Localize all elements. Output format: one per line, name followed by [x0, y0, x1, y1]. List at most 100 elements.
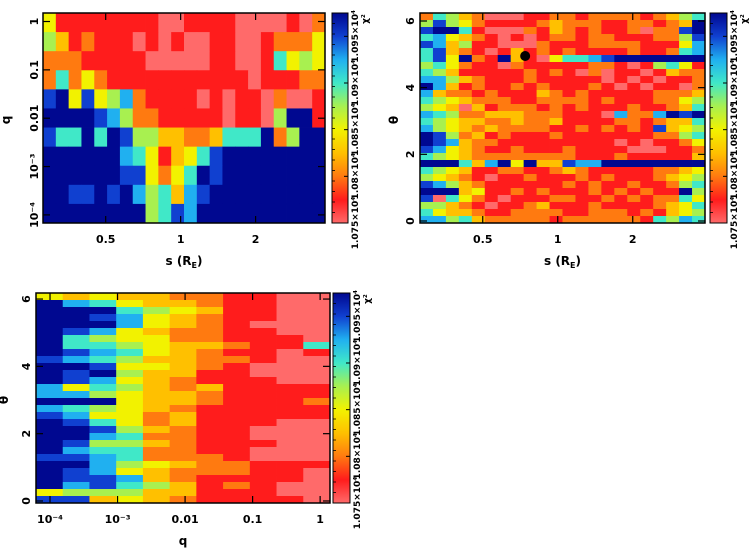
heatmap-cell — [445, 34, 460, 42]
colorbar-tick-label: 1.085×10⁴ — [351, 103, 361, 156]
heatmap-cell — [62, 419, 90, 427]
heatmap-cell — [679, 181, 693, 189]
heatmap-panel-3: 10⁻⁴10⁻³0.010.110246qθ1.075×10⁴1.08×10⁴1… — [0, 290, 373, 548]
heatmap-cell — [445, 139, 460, 147]
heatmap-cell — [276, 496, 304, 504]
heatmap-cell — [497, 55, 512, 63]
heatmap-cell — [169, 468, 197, 476]
heatmap-cell — [679, 118, 693, 126]
colorbar-tick-label: 1.08×10⁴ — [353, 433, 363, 479]
heatmap-cell — [510, 181, 525, 189]
heatmap-cell — [248, 89, 262, 109]
heatmap-cell — [62, 496, 90, 504]
heatmap-cell — [497, 20, 512, 28]
heatmap-cell — [601, 27, 615, 35]
heatmap-cell — [223, 370, 251, 378]
heatmap-cell — [640, 209, 654, 217]
heatmap-cell — [303, 328, 331, 336]
heatmap-cell — [666, 90, 680, 98]
heatmap-cell — [116, 377, 144, 385]
heatmap-cell — [484, 188, 499, 196]
heatmap-cell — [158, 165, 172, 186]
heatmap-cell — [640, 195, 654, 203]
heatmap-cell — [536, 118, 550, 126]
heatmap-cell — [36, 391, 64, 399]
heatmap-cell — [562, 174, 576, 182]
heatmap-cell — [312, 127, 326, 148]
heatmap-cell — [614, 160, 628, 168]
heatmap-cell — [601, 160, 615, 168]
heatmap-cell — [303, 398, 331, 406]
x-tick-label: 10⁻³ — [105, 513, 131, 526]
heatmap-cell — [249, 314, 277, 322]
heatmap-cell — [89, 342, 117, 350]
heatmap-cell — [249, 433, 277, 441]
heatmap-cell — [471, 13, 486, 21]
heatmap-cell — [36, 328, 64, 336]
heatmap-cell — [196, 370, 224, 378]
heatmap-cell — [653, 153, 667, 161]
best-fit-marker — [520, 51, 531, 61]
heatmap-cell — [445, 195, 460, 203]
heatmap-cell — [471, 181, 486, 189]
heatmap-cell — [303, 496, 331, 504]
heatmap-cell — [432, 34, 447, 42]
heatmap-cell — [484, 34, 499, 42]
heatmap-cell — [666, 111, 680, 119]
heatmap-cell — [445, 90, 460, 98]
heatmap-cell — [666, 160, 680, 168]
heatmap-cell — [299, 108, 313, 128]
heatmap-cell — [273, 89, 287, 109]
heatmap-cell — [653, 76, 667, 84]
heatmap-cell — [62, 454, 90, 462]
heatmap-cell — [640, 62, 654, 70]
heatmap-cell — [145, 108, 159, 128]
heatmap-cell — [432, 202, 447, 210]
heatmap-cell — [575, 41, 589, 49]
heatmap-cell — [249, 468, 277, 476]
heatmap-cell — [653, 209, 667, 217]
heatmap-cell — [43, 32, 57, 52]
heatmap-cell — [445, 209, 460, 217]
heatmap-cell — [536, 174, 550, 182]
heatmap-cell — [432, 181, 447, 189]
heatmap-cell — [276, 384, 304, 392]
x-axis-label-main: s (R — [544, 254, 570, 268]
heatmap-cell — [222, 184, 236, 205]
heatmap-cell — [132, 165, 146, 186]
heatmap-cell — [142, 307, 171, 315]
heatmap-cell — [523, 167, 537, 175]
heatmap-cell — [222, 70, 236, 90]
heatmap-cell — [432, 118, 447, 126]
colorbar-label: χ² — [740, 14, 750, 24]
heatmap-cell — [107, 203, 121, 224]
heatmap-cell — [169, 496, 197, 504]
heatmap-cell — [627, 146, 641, 154]
colorbar-tick-label: 1.075×10⁴ — [353, 477, 363, 530]
heatmap-cell — [420, 62, 434, 70]
heatmap-cell — [484, 83, 499, 91]
heatmap-cell — [299, 13, 313, 33]
heatmap-cell — [36, 475, 64, 483]
heatmap-cell — [666, 181, 680, 189]
heatmap-cell — [43, 70, 57, 90]
heatmap-cell — [536, 132, 550, 140]
colorbar-tick-label: 1.075×10⁴ — [351, 197, 361, 250]
heatmap-cell — [432, 83, 447, 91]
y-tick-label: 2 — [20, 430, 33, 438]
heatmap-cell — [692, 153, 706, 161]
heatmap-cell — [562, 48, 576, 56]
heatmap-cell — [132, 89, 146, 109]
heatmap-cell — [303, 342, 331, 350]
heatmap-cell — [209, 203, 223, 224]
heatmap-cell — [184, 146, 198, 167]
heatmap-cell — [145, 51, 159, 71]
heatmap-cell — [445, 55, 460, 63]
heatmap-cell — [666, 188, 680, 196]
heatmap-cell — [471, 146, 486, 154]
heatmap-cell — [536, 111, 550, 119]
heatmap-cell — [614, 139, 628, 147]
heatmap-cell — [640, 90, 654, 98]
heatmap-cell — [445, 202, 460, 210]
x-tick-label: 2 — [629, 233, 637, 246]
